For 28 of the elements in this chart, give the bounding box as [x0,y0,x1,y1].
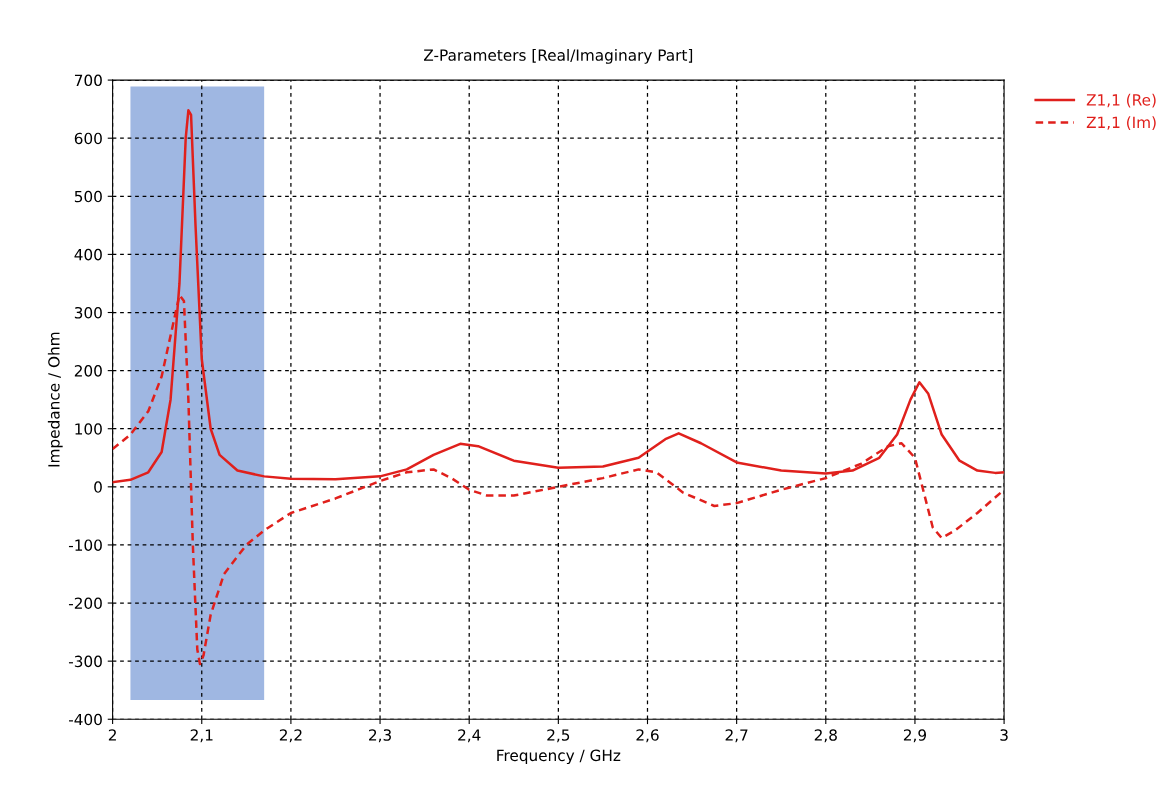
x-tick-label: 2,8 [814,729,837,743]
x-tick-label: 2,1 [190,729,213,743]
x-tick-label: 2,9 [903,729,927,743]
x-tick-label: 2 [108,729,116,741]
y-tick-label: 400 [74,248,102,261]
y-tick-label: 600 [74,132,102,145]
y-tick-label: 700 [74,74,102,87]
y-tick-label: 200 [74,365,102,377]
y-tick-label: -300 [68,655,102,668]
y-tick-label: -200 [68,597,102,610]
x-tick-label: 2,2 [279,729,302,743]
y-tick-label: -100 [68,539,102,551]
y-axis-title: Impedance / Ohm [47,332,63,467]
x-tick-label: 2,6 [636,729,659,743]
x-tick-label: 2,3 [369,729,391,743]
y-tick-label: 100 [75,423,102,435]
legend-label: Z1,1 (Im) [1086,116,1156,130]
y-tick-label: -400 [68,713,102,726]
x-tick-label: 2,4 [458,729,481,743]
y-tick-label: 500 [74,190,102,203]
y-tick-label: 300 [74,306,102,319]
y-tick-label: 0 [94,481,102,493]
x-tick-label: 2,7 [725,729,748,743]
x-axis-title: Frequency / GHz [497,749,621,765]
chart-title: Z-Parameters [Real/Imaginary Part] [423,49,693,64]
x-tick-label: 2,5 [547,729,570,743]
legend-label: Z1,1 (Re) [1086,93,1156,108]
x-tick-label: 3 [1000,729,1008,741]
